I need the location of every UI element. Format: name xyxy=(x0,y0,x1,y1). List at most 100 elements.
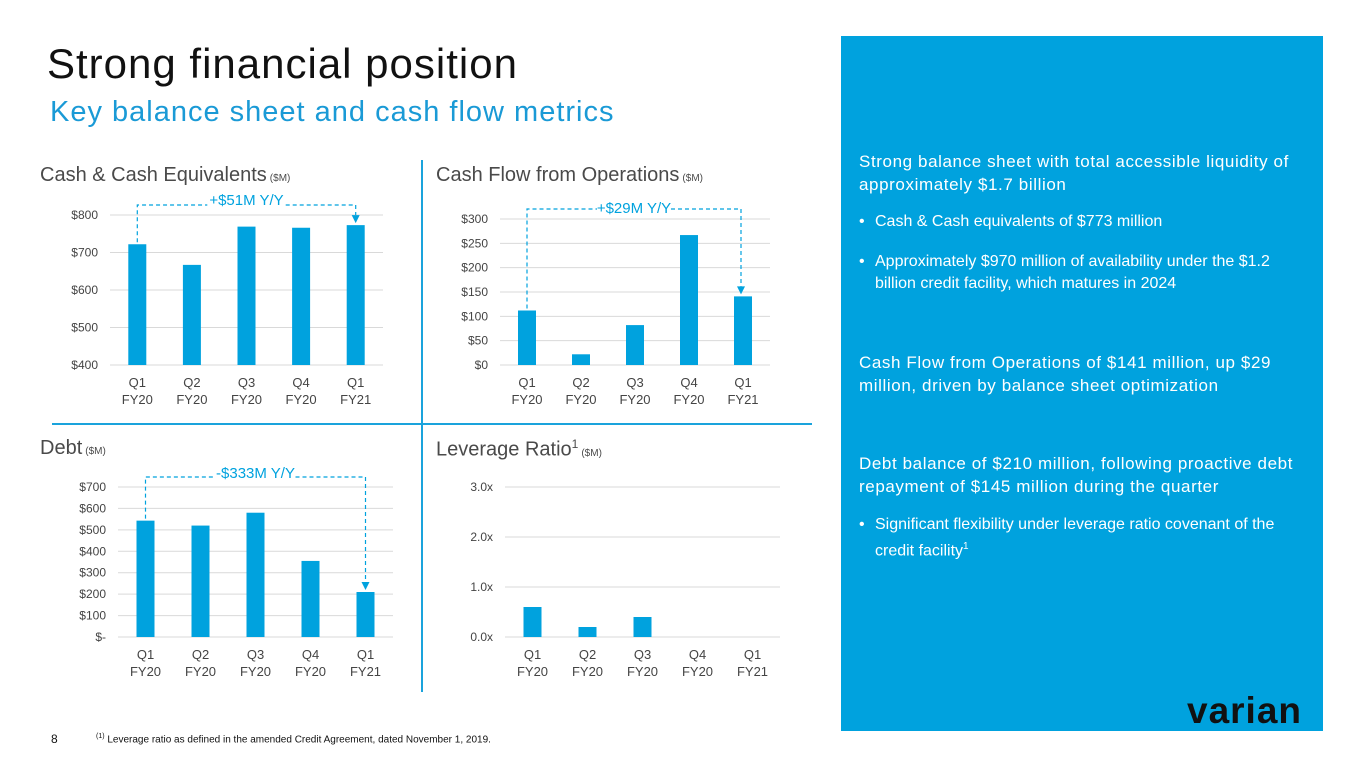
leverage-bullet-sup: 1 xyxy=(963,541,969,552)
x-tick-label: FY20 xyxy=(176,392,207,407)
y-tick-label: $100 xyxy=(461,309,488,323)
y-tick-label: 3.0x xyxy=(470,480,493,494)
bar xyxy=(191,525,210,637)
x-tick-label: Q4 xyxy=(302,647,319,662)
y-tick-label: $500 xyxy=(71,321,98,335)
bracket-left xyxy=(136,204,208,243)
y-tick-label: 2.0x xyxy=(470,530,493,544)
cfo-chart-unit: ($M) xyxy=(682,173,703,184)
y-tick-label: $800 xyxy=(71,208,98,222)
bar xyxy=(346,225,365,365)
y-tick-label: $600 xyxy=(71,283,98,297)
bullet-dot: • xyxy=(859,253,865,270)
horizontal-divider xyxy=(52,423,812,425)
liquidity-heading: Strong balance sheet with total accessib… xyxy=(859,152,1289,194)
debt-heading: Debt balance of $210 million, following … xyxy=(859,454,1294,496)
x-tick-label: FY21 xyxy=(737,664,768,679)
y-tick-label: $- xyxy=(95,630,106,644)
bar xyxy=(246,512,265,637)
x-tick-label: Q1 xyxy=(137,647,154,662)
leverage-chart-title-sup: 1 xyxy=(571,437,579,451)
yoy-annotation: +$29M Y/Y xyxy=(597,200,671,217)
y-tick-label: $50 xyxy=(468,334,488,348)
x-tick-label: Q3 xyxy=(634,647,651,662)
x-tick-label: Q1 xyxy=(518,375,535,390)
x-tick-label: Q4 xyxy=(680,375,697,390)
vertical-divider xyxy=(421,160,423,692)
y-tick-label: $200 xyxy=(79,587,106,601)
x-tick-label: Q4 xyxy=(292,375,309,390)
yoy-annotation: +$51M Y/Y xyxy=(209,192,283,209)
footnote: (1) Leverage ratio as defined in the ame… xyxy=(96,733,491,745)
debt-chart-unit: ($M) xyxy=(85,446,106,457)
y-tick-label: $200 xyxy=(461,261,488,275)
x-tick-label: Q1 xyxy=(524,647,541,662)
x-tick-label: Q1 xyxy=(734,375,751,390)
y-tick-label: $300 xyxy=(461,212,488,226)
y-tick-label: $300 xyxy=(79,566,106,580)
x-tick-label: FY21 xyxy=(350,664,381,679)
footnote-mark: (1) xyxy=(96,733,105,740)
y-tick-label: $500 xyxy=(79,523,106,537)
credit-facility-bullet-text: Approximately $970 million of availabili… xyxy=(875,253,1270,292)
x-tick-label: Q3 xyxy=(247,647,264,662)
bar xyxy=(182,264,201,365)
cash-flow-heading: Cash Flow from Operations of $141 millio… xyxy=(859,353,1272,395)
x-tick-label: Q2 xyxy=(183,375,200,390)
x-tick-label: Q1 xyxy=(744,647,761,662)
leverage-chart-title-text: Leverage Ratio xyxy=(436,438,572,461)
credit-facility-bullet: • Approximately $970 million of availabil… xyxy=(859,251,1314,295)
debt-chart-title: Debt ($M) xyxy=(40,437,106,460)
bar xyxy=(292,227,311,365)
bar xyxy=(136,520,155,637)
x-tick-label: FY21 xyxy=(340,392,371,407)
x-tick-label: FY20 xyxy=(185,664,216,679)
cfo-chart-title-text: Cash Flow from Operations xyxy=(436,164,680,186)
cash-chart-title: Cash & Cash Equivalents ($M) xyxy=(40,164,290,187)
x-tick-label: FY20 xyxy=(286,392,317,407)
bullet-dot: • xyxy=(859,516,865,533)
x-tick-label: FY20 xyxy=(231,392,262,407)
leverage-chart-title: Leverage Ratio1($M) xyxy=(436,437,602,462)
bar xyxy=(356,592,375,637)
x-tick-label: FY21 xyxy=(727,392,758,407)
cash-bullet: • Cash & Cash equivalents of $773 million xyxy=(859,211,1314,233)
cash-chart-unit: ($M) xyxy=(269,173,291,184)
bar xyxy=(523,607,542,637)
x-tick-label: Q4 xyxy=(689,647,706,662)
yoy-annotation: -$333M Y/Y xyxy=(216,465,295,482)
y-tick-label: $400 xyxy=(79,544,106,558)
page-number: 8 xyxy=(51,732,58,746)
bracket-arrowhead xyxy=(361,582,370,590)
y-tick-label: 0.0x xyxy=(470,630,493,644)
x-tick-label: Q1 xyxy=(129,375,146,390)
x-tick-label: FY20 xyxy=(627,664,658,679)
x-tick-label: Q3 xyxy=(626,375,643,390)
x-tick-label: FY20 xyxy=(130,664,161,679)
cash-chart-title-text: Cash & Cash Equivalents xyxy=(40,164,267,186)
x-tick-label: Q2 xyxy=(579,647,596,662)
bar xyxy=(626,325,644,365)
y-tick-label: $0 xyxy=(475,358,489,372)
bar xyxy=(518,310,536,365)
bracket-arrowhead xyxy=(351,215,360,224)
debt-chart-title-text: Debt xyxy=(40,437,83,459)
cash-bullet-text: Cash & Cash equivalents of $773 million xyxy=(875,213,1163,230)
bracket-left xyxy=(526,208,597,309)
leverage-bullet: • Significant flexibility under leverage … xyxy=(859,514,1314,562)
page-subtitle: Key balance sheet and cash flow metrics xyxy=(50,96,615,128)
x-tick-label: Q1 xyxy=(347,375,364,390)
x-tick-label: Q2 xyxy=(572,375,589,390)
x-tick-label: FY20 xyxy=(511,392,542,407)
x-tick-label: FY20 xyxy=(517,664,548,679)
bar xyxy=(572,354,590,365)
bracket-arrowhead xyxy=(737,286,745,295)
footnote-text: Leverage ratio as defined in the amended… xyxy=(107,734,491,746)
y-tick-label: $700 xyxy=(79,480,106,494)
bracket-right xyxy=(671,208,742,287)
x-tick-label: FY20 xyxy=(682,664,713,679)
